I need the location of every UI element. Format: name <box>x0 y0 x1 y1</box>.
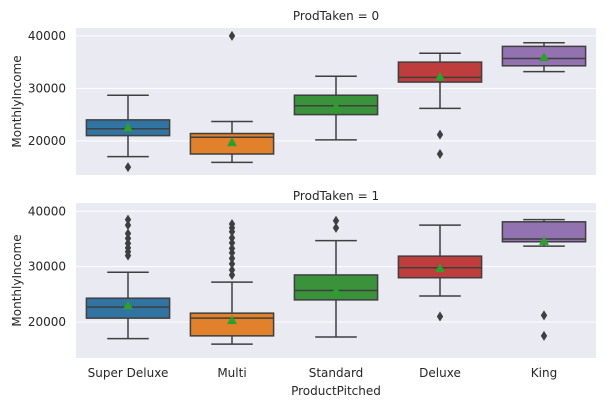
box-king <box>501 218 587 341</box>
outlier-point <box>124 220 132 231</box>
y-tick-label: 20000 <box>28 315 66 329</box>
outlier-point <box>332 222 340 233</box>
outlier-point <box>124 162 132 173</box>
outlier-point <box>124 228 132 239</box>
panel-title: ProdTaken = 0 <box>293 9 379 23</box>
x-tick-label: Super Deluxe <box>88 366 169 380</box>
outlier-point <box>228 253 236 264</box>
y-tick-label: 30000 <box>28 81 66 95</box>
outlier-point <box>540 310 548 321</box>
panel-prodtaken-0: ProdTaken = 0 MonthlyIncome 20000 30000 40… <box>10 9 596 175</box>
outlier-point <box>436 129 444 140</box>
mean-marker <box>539 52 549 62</box>
mean-marker <box>331 286 341 295</box>
mean-marker <box>435 71 445 81</box>
x-tick-label: Multi <box>217 366 246 380</box>
outlier-point <box>436 311 444 322</box>
box-super-deluxe <box>85 214 171 340</box>
x-tick-label: Standard <box>309 366 364 380</box>
box-standard <box>293 75 379 141</box>
y-tick-label: 20000 <box>28 134 66 148</box>
outlier-point <box>228 232 236 243</box>
y-axis-label: MonthlyIncome <box>10 234 24 326</box>
outlier-point <box>228 219 236 230</box>
outlier-point <box>228 264 236 275</box>
mean-marker <box>227 137 237 147</box>
box-multi <box>189 219 275 345</box>
y-tick-label: 40000 <box>28 29 66 43</box>
box-multi <box>189 30 275 164</box>
box-standard <box>293 215 379 338</box>
y-tick-labels: 20000 30000 40000 <box>28 204 66 329</box>
box-king <box>501 41 587 73</box>
mean-marker <box>331 101 341 111</box>
mean-marker <box>435 263 445 273</box>
x-tick-label: King <box>531 366 557 380</box>
outlier-point <box>228 30 236 41</box>
panel-prodtaken-1: ProdTaken = 1 MonthlyIncome 20000 30000 40… <box>10 189 596 358</box>
mean-marker <box>123 122 133 132</box>
y-axis-label: MonthlyIncome <box>10 55 24 147</box>
y-tick-labels: 20000 30000 40000 <box>28 29 66 148</box>
y-tick-label: 40000 <box>28 204 66 218</box>
outlier-point <box>540 330 548 341</box>
mean-marker <box>539 236 549 245</box>
y-tick-label: 30000 <box>28 260 66 274</box>
mean-marker <box>123 300 133 310</box>
outlier-point <box>124 214 132 225</box>
box-series <box>85 214 587 345</box>
x-tick-labels: Super Deluxe Multi Standard Deluxe King <box>88 366 558 380</box>
x-axis-label: ProductPitched <box>291 384 381 398</box>
mean-marker <box>227 315 237 325</box>
box-deluxe <box>397 224 483 322</box>
box-series <box>85 30 587 173</box>
x-tick-label: Deluxe <box>419 366 461 380</box>
box-super-deluxe <box>85 94 171 173</box>
outlier-point <box>332 215 340 226</box>
outlier-point <box>228 258 236 269</box>
box-deluxe <box>397 52 483 159</box>
panel-title: ProdTaken = 1 <box>293 189 379 203</box>
outlier-point <box>228 243 236 254</box>
outlier-point <box>436 149 444 159</box>
